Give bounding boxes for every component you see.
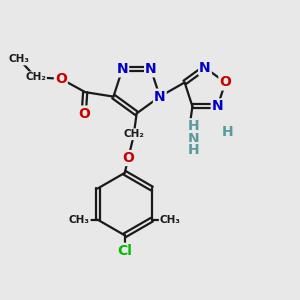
Text: CH₃: CH₃	[160, 215, 181, 225]
Text: N: N	[154, 90, 166, 104]
Text: O: O	[122, 151, 134, 165]
Text: O: O	[219, 76, 231, 89]
Text: N: N	[199, 61, 211, 75]
Text: O: O	[55, 72, 67, 86]
Text: N: N	[188, 132, 200, 146]
Text: CH₂: CH₂	[123, 129, 144, 139]
Text: CH₃: CH₃	[69, 215, 90, 225]
Text: CH₃: CH₃	[9, 54, 30, 64]
Text: H: H	[221, 125, 233, 139]
Text: N: N	[212, 99, 224, 113]
Text: N: N	[116, 62, 128, 76]
Text: H: H	[188, 119, 200, 133]
Text: N: N	[145, 62, 157, 76]
Text: O: O	[78, 106, 90, 121]
Text: Cl: Cl	[117, 244, 132, 258]
Text: H: H	[188, 143, 200, 157]
Text: CH₂: CH₂	[25, 72, 46, 82]
